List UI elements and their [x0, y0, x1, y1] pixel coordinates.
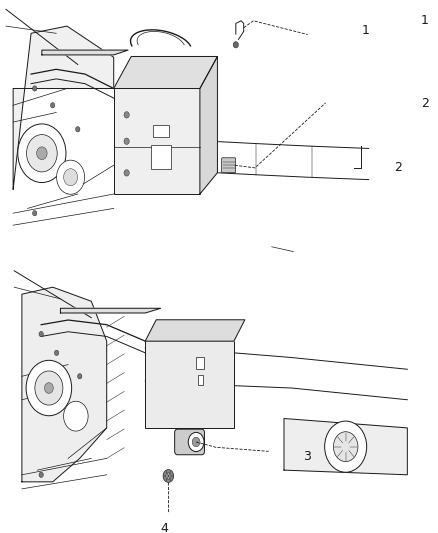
Bar: [198, 375, 203, 385]
Circle shape: [124, 112, 129, 118]
Circle shape: [78, 374, 82, 379]
Circle shape: [57, 160, 85, 195]
Text: 1: 1: [421, 14, 429, 27]
Text: 4: 4: [161, 522, 169, 533]
Polygon shape: [42, 50, 128, 55]
FancyBboxPatch shape: [145, 341, 234, 428]
Circle shape: [18, 124, 66, 182]
FancyBboxPatch shape: [175, 429, 205, 455]
Text: 3: 3: [303, 449, 311, 463]
Polygon shape: [145, 320, 245, 341]
Circle shape: [32, 86, 37, 91]
Circle shape: [39, 472, 43, 478]
Circle shape: [35, 371, 63, 405]
Circle shape: [163, 470, 173, 482]
Circle shape: [54, 350, 59, 356]
Circle shape: [39, 332, 43, 337]
Polygon shape: [284, 418, 407, 475]
Bar: [153, 125, 169, 136]
Circle shape: [50, 102, 55, 108]
Circle shape: [124, 169, 129, 176]
Polygon shape: [22, 287, 107, 482]
Text: 2: 2: [421, 97, 429, 110]
Circle shape: [64, 168, 78, 186]
FancyBboxPatch shape: [222, 158, 236, 173]
Circle shape: [192, 437, 200, 447]
Text: 1: 1: [361, 25, 369, 37]
Circle shape: [64, 401, 88, 431]
Circle shape: [27, 134, 57, 172]
Circle shape: [166, 473, 171, 479]
Circle shape: [45, 383, 53, 393]
Circle shape: [333, 432, 358, 462]
Circle shape: [32, 211, 37, 216]
Bar: [196, 357, 204, 369]
Circle shape: [124, 138, 129, 144]
Circle shape: [37, 147, 47, 160]
Circle shape: [325, 421, 367, 472]
Polygon shape: [114, 56, 217, 88]
Circle shape: [76, 126, 80, 132]
FancyBboxPatch shape: [114, 88, 200, 194]
Polygon shape: [13, 26, 114, 189]
Polygon shape: [200, 56, 217, 194]
Polygon shape: [60, 308, 161, 313]
Circle shape: [233, 42, 238, 48]
Circle shape: [26, 360, 72, 416]
Bar: [152, 146, 171, 169]
Circle shape: [188, 432, 204, 451]
Text: 2: 2: [394, 161, 402, 174]
